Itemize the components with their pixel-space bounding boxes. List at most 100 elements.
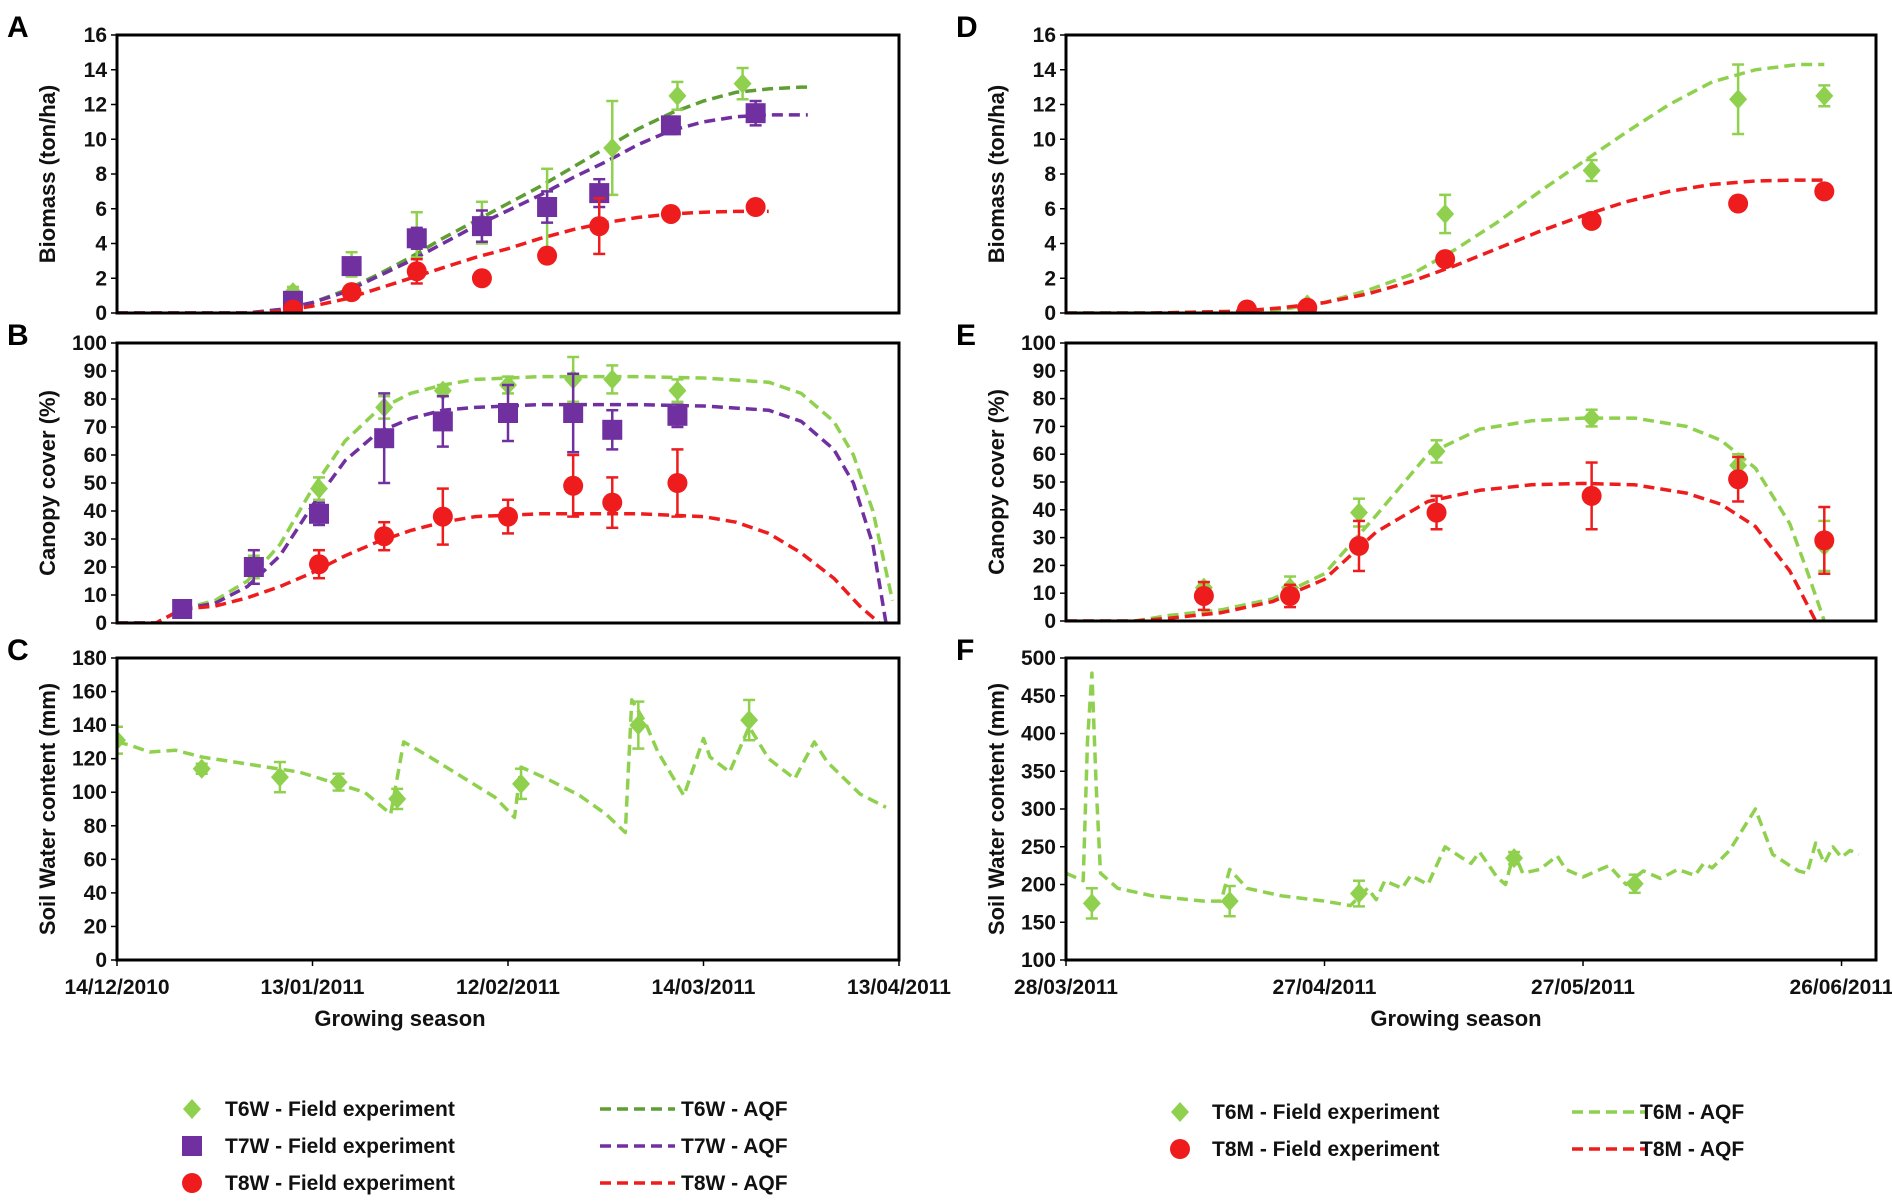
series-points-t6m-field-experiment — [1194, 408, 1834, 601]
chart-panel-b: B 0 10 20 30 40 50 60 70 80 90 100 Canopy cover (%) — [7, 319, 901, 635]
data-point — [374, 526, 395, 547]
data-point — [498, 506, 518, 527]
y-tick-label: 30 — [84, 528, 107, 551]
data-point — [1236, 299, 1257, 313]
y-tick-label: 80 — [1033, 388, 1056, 411]
legend-label: T6M - Field experiment — [1212, 1101, 1440, 1124]
x-tick-label: 14/12/2010 — [64, 976, 169, 999]
legend-right: T6M - Field experiment T8M - Field experi… — [1170, 1101, 1744, 1161]
y-tick-label: 90 — [84, 360, 107, 383]
y-tick-label: 500 — [1021, 647, 1056, 670]
x-tick-label: 28/03/2011 — [1014, 976, 1118, 999]
legend-item-t6w-aqf: T6W - AQF — [600, 1098, 788, 1121]
legend-label: T7W - AQF — [681, 1135, 788, 1158]
y-tick-label: 20 — [84, 915, 107, 938]
data-point — [1082, 893, 1101, 914]
data-point — [1280, 585, 1301, 606]
y-tick-label: 80 — [84, 388, 107, 411]
y-tick-label: 16 — [1033, 24, 1056, 47]
y-tick-label: 10 — [84, 128, 107, 151]
data-point — [537, 245, 558, 266]
data-point — [1728, 469, 1749, 490]
x-tick-label: 26/06/2011 — [1790, 976, 1892, 999]
plot-frame — [115, 33, 901, 315]
y-tick-label: 160 — [72, 681, 107, 704]
data-point — [1220, 891, 1239, 912]
data-point — [603, 137, 622, 158]
x-tick-label: 14/03/2011 — [652, 976, 756, 999]
legend-label: T6W - Field experiment — [225, 1098, 455, 1121]
y-axis-label: Biomass (ton/ha) — [35, 85, 60, 263]
y-tick-label: 2 — [95, 267, 107, 290]
y-tick-label: 180 — [72, 647, 107, 670]
data-point — [192, 758, 211, 779]
data-point — [537, 197, 558, 218]
y-tick-label: 120 — [72, 748, 107, 771]
legend-item-t8m-field-experiment: T8M - Field experiment — [1170, 1138, 1440, 1161]
y-tick-label: 30 — [1033, 527, 1056, 550]
chart-panel-e: E 0 10 20 30 40 50 60 70 80 90 100 Canopy cover (%) — [956, 319, 1878, 633]
series-points-t8m-field-experiment — [1193, 455, 1835, 612]
plot-area — [117, 66, 808, 313]
data-point — [1348, 535, 1369, 556]
legend-item-t7w-field-experiment: T7W - Field experiment — [182, 1135, 455, 1158]
data-point — [310, 478, 329, 499]
series-line-t8m-aqf — [1066, 481, 1818, 621]
y-axis-label: Canopy cover (%) — [984, 389, 1009, 575]
data-point — [1435, 249, 1456, 270]
data-point — [745, 103, 766, 124]
series-points-t8m-field-experiment — [1236, 181, 1835, 313]
plot-area — [1066, 62, 1835, 313]
legend-label: T8M - Field experiment — [1212, 1138, 1440, 1161]
series-points-t8w-field-experiment — [309, 448, 688, 580]
chart-panel-a: A 0 2 4 6 8 10 12 14 16 Biomass (ton/ha) — [7, 11, 901, 325]
y-tick-label: 70 — [84, 416, 107, 439]
data-point — [1349, 883, 1368, 904]
y-axis-label: Biomass (ton/ha) — [984, 85, 1009, 263]
plot-area — [1066, 408, 1835, 621]
data-point — [1581, 210, 1602, 231]
x-tick-label: 13/01/2011 — [261, 976, 365, 999]
legend-item-t8m-aqf: T8M - AQF — [1572, 1138, 1744, 1161]
data-point — [602, 419, 623, 440]
y-tick-label: 80 — [84, 815, 107, 838]
data-point — [1729, 89, 1748, 110]
legend-label: T6M - AQF — [1640, 1101, 1744, 1124]
y-tick-label: 8 — [95, 163, 107, 186]
data-point — [1582, 408, 1601, 429]
x-tick-label: 13/04/2011 — [847, 976, 951, 999]
data-point — [629, 715, 648, 736]
series-points-t7w-field-experiment — [282, 99, 766, 311]
y-tick-label: 14 — [84, 59, 108, 82]
y-tick-label: 450 — [1021, 685, 1056, 708]
y-tick-label: 20 — [1033, 554, 1056, 577]
data-point — [1505, 848, 1524, 869]
y-axis-label: Canopy cover (%) — [35, 390, 60, 576]
y-tick-label: 60 — [1033, 443, 1056, 466]
legend-item-t6w-field-experiment: T6W - Field experiment — [183, 1098, 455, 1121]
y-tick-label: 12 — [84, 94, 107, 117]
data-point — [270, 767, 289, 788]
data-point — [602, 492, 623, 513]
legend-item-t6m-aqf: T6M - AQF — [1572, 1101, 1744, 1124]
y-tick-label: 100 — [1021, 949, 1056, 972]
panel-letter: E — [956, 319, 976, 352]
y-axis-label: Soil Water content (mm) — [984, 683, 1009, 935]
series-line-t6m-aqf — [1066, 62, 1825, 313]
y-tick-label: 20 — [84, 556, 107, 579]
y-tick-label: 40 — [1033, 499, 1056, 522]
y-tick-label: 140 — [72, 714, 107, 737]
series-line-t7w-aqf — [117, 402, 888, 623]
y-tick-label: 10 — [1033, 128, 1056, 151]
chart-panel-d: D 0 2 4 6 8 10 12 14 16 Biomass (ton/ha) — [956, 11, 1878, 325]
y-tick-label: 0 — [95, 302, 107, 325]
y-tick-label: 200 — [1021, 874, 1056, 897]
series-points-t6m-field-experiment — [1237, 63, 1834, 313]
series-line-t6w-aqf — [117, 374, 895, 623]
data-point — [733, 73, 752, 94]
y-tick-label: 0 — [95, 612, 107, 635]
data-point — [1426, 502, 1447, 523]
y-tick-label: 10 — [1033, 582, 1056, 605]
data-point — [282, 299, 303, 313]
